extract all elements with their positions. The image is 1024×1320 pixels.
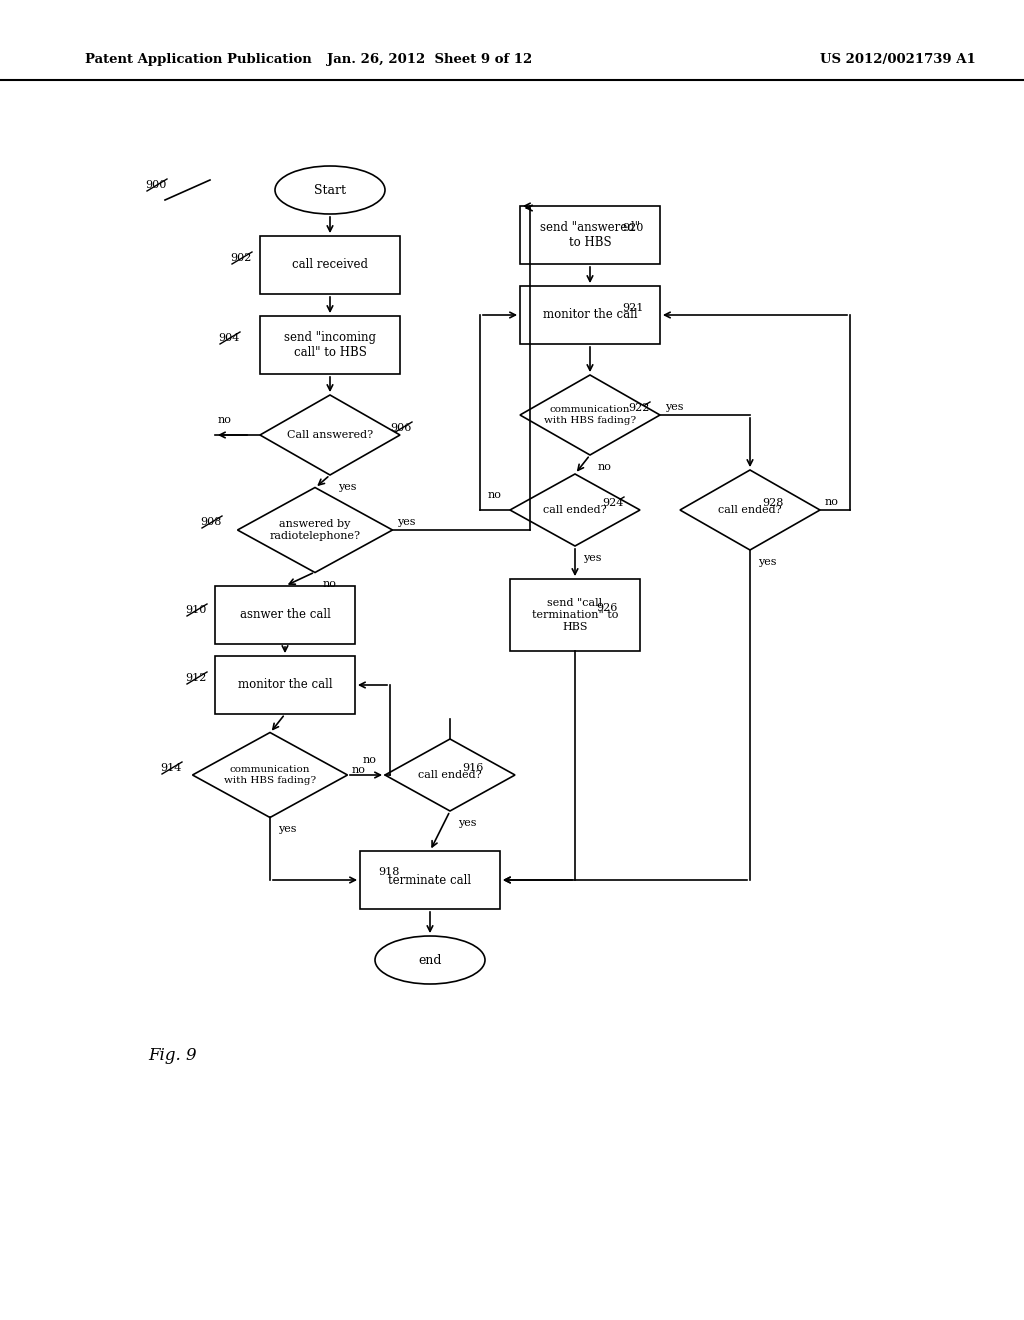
Polygon shape bbox=[238, 487, 392, 573]
Text: yes: yes bbox=[458, 818, 476, 828]
Text: Call answered?: Call answered? bbox=[287, 430, 373, 440]
Text: monitor the call: monitor the call bbox=[238, 678, 333, 692]
Text: communication
with HBS fading?: communication with HBS fading? bbox=[224, 766, 316, 784]
Text: communication
with HBS fading?: communication with HBS fading? bbox=[544, 405, 636, 425]
Text: yes: yes bbox=[278, 824, 297, 834]
Ellipse shape bbox=[375, 936, 485, 983]
Text: no: no bbox=[218, 414, 231, 425]
Text: end: end bbox=[418, 953, 441, 966]
Text: 918: 918 bbox=[378, 867, 399, 876]
Text: 906: 906 bbox=[390, 422, 412, 433]
Text: 922: 922 bbox=[628, 403, 649, 413]
Text: Start: Start bbox=[314, 183, 346, 197]
Text: call ended?: call ended? bbox=[418, 770, 482, 780]
FancyBboxPatch shape bbox=[260, 236, 400, 294]
Text: 916: 916 bbox=[462, 763, 483, 774]
Text: no: no bbox=[598, 462, 612, 473]
Text: call ended?: call ended? bbox=[543, 506, 607, 515]
Text: yes: yes bbox=[338, 482, 356, 492]
Text: yes: yes bbox=[583, 553, 601, 564]
Text: send "call
termination" to
HBS: send "call termination" to HBS bbox=[531, 598, 618, 631]
Text: no: no bbox=[323, 579, 337, 589]
Polygon shape bbox=[520, 375, 660, 455]
Text: call received: call received bbox=[292, 259, 368, 272]
Polygon shape bbox=[680, 470, 820, 550]
Text: answered by
radiotelephone?: answered by radiotelephone? bbox=[269, 519, 360, 541]
Text: yes: yes bbox=[758, 557, 776, 568]
Text: Jan. 26, 2012  Sheet 9 of 12: Jan. 26, 2012 Sheet 9 of 12 bbox=[328, 54, 532, 66]
FancyBboxPatch shape bbox=[520, 286, 660, 345]
Text: Patent Application Publication: Patent Application Publication bbox=[85, 54, 311, 66]
Text: send "answered"
to HBS: send "answered" to HBS bbox=[540, 220, 640, 249]
Text: 928: 928 bbox=[762, 498, 783, 508]
FancyBboxPatch shape bbox=[510, 579, 640, 651]
Text: 902: 902 bbox=[230, 253, 251, 263]
Text: US 2012/0021739 A1: US 2012/0021739 A1 bbox=[820, 54, 976, 66]
Text: Fig. 9: Fig. 9 bbox=[148, 1047, 197, 1064]
Text: 900: 900 bbox=[145, 180, 166, 190]
Text: 908: 908 bbox=[200, 517, 221, 527]
Text: send "incoming
call" to HBS: send "incoming call" to HBS bbox=[284, 331, 376, 359]
Text: yes: yes bbox=[665, 403, 683, 412]
Text: no: no bbox=[362, 755, 377, 766]
FancyBboxPatch shape bbox=[520, 206, 660, 264]
Text: 912: 912 bbox=[185, 673, 207, 682]
Text: 926: 926 bbox=[596, 603, 617, 612]
FancyBboxPatch shape bbox=[215, 656, 355, 714]
Text: terminate call: terminate call bbox=[388, 874, 472, 887]
Text: yes: yes bbox=[397, 517, 416, 527]
Text: 914: 914 bbox=[160, 763, 181, 774]
Text: 924: 924 bbox=[602, 498, 624, 508]
Polygon shape bbox=[510, 474, 640, 546]
FancyBboxPatch shape bbox=[360, 851, 500, 909]
Text: no: no bbox=[352, 766, 366, 775]
Text: 904: 904 bbox=[218, 333, 240, 343]
Polygon shape bbox=[260, 395, 400, 475]
Ellipse shape bbox=[275, 166, 385, 214]
Text: asnwer the call: asnwer the call bbox=[240, 609, 331, 622]
Text: no: no bbox=[488, 490, 502, 500]
Text: monitor the call: monitor the call bbox=[543, 309, 637, 322]
Text: 920: 920 bbox=[622, 223, 643, 234]
Text: call ended?: call ended? bbox=[718, 506, 781, 515]
Polygon shape bbox=[193, 733, 347, 817]
Text: no: no bbox=[825, 498, 839, 507]
Text: 910: 910 bbox=[185, 605, 207, 615]
Polygon shape bbox=[385, 739, 515, 810]
FancyBboxPatch shape bbox=[260, 315, 400, 374]
FancyBboxPatch shape bbox=[215, 586, 355, 644]
Text: 921: 921 bbox=[622, 304, 643, 313]
